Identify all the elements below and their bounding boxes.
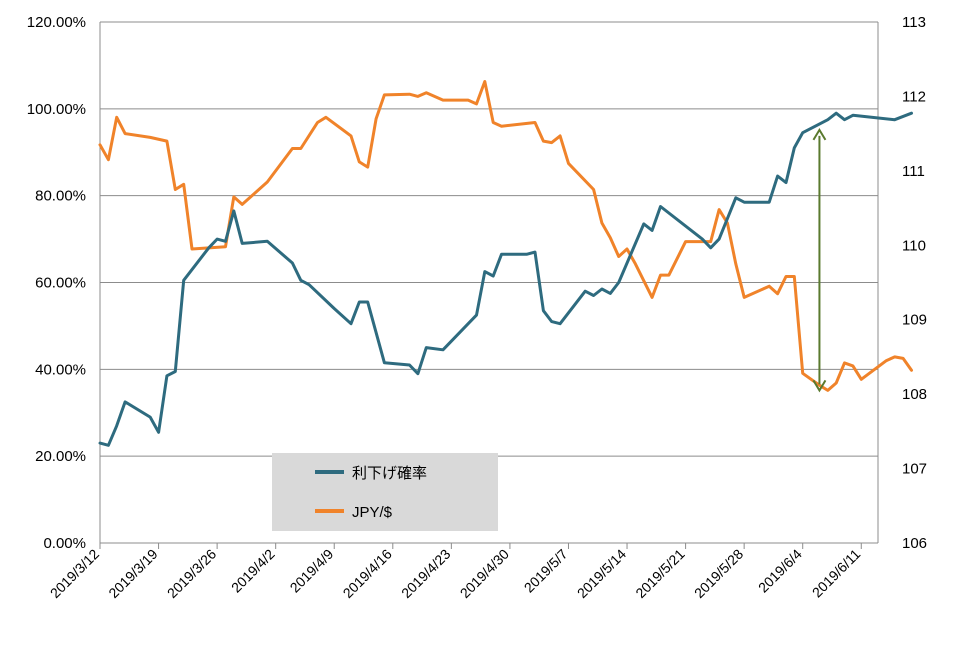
left-tick-label: 60.00% <box>35 275 86 292</box>
series-lines <box>98 80 913 447</box>
legend-label-rate-cut-probability: 利下げ確率 <box>352 465 427 482</box>
right-tick-label: 106 <box>902 535 927 552</box>
right-tick-label: 112 <box>902 88 926 105</box>
annotations <box>812 127 827 393</box>
series-line-rate-cut-probability <box>98 111 913 447</box>
left-tick-label: 100.00% <box>27 101 86 118</box>
series-line-jpy-usd <box>98 80 913 392</box>
annotation-arrow-head-bottom <box>812 379 827 393</box>
right-tick-label: 109 <box>902 312 927 329</box>
legend: 利下げ確率 JPY/$ <box>272 453 498 531</box>
right-tick-label: 111 <box>902 163 925 180</box>
right-tick-label: 113 <box>902 14 926 31</box>
right-tick-label: 107 <box>902 461 927 478</box>
left-tick-label: 80.00% <box>35 188 86 205</box>
left-tick-label: 120.00% <box>27 14 86 31</box>
right-tick-label: 108 <box>902 386 927 403</box>
legend-box <box>272 453 498 531</box>
legend-label-jpy-usd: JPY/$ <box>352 504 393 521</box>
left-tick-label: 40.00% <box>35 361 86 378</box>
right-axis-tick-labels: 106 107 108 109 110 111 112 113 <box>902 14 927 552</box>
left-tick-label: 0.00% <box>43 535 86 552</box>
left-axis-tick-labels: 0.00% 20.00% 40.00% 60.00% 80.00% 100.00% 120.… <box>27 14 86 552</box>
right-tick-label: 110 <box>902 237 926 254</box>
axes <box>99 22 879 549</box>
annotation-arrow-head-top <box>812 127 827 141</box>
left-tick-label: 20.00% <box>35 448 86 465</box>
